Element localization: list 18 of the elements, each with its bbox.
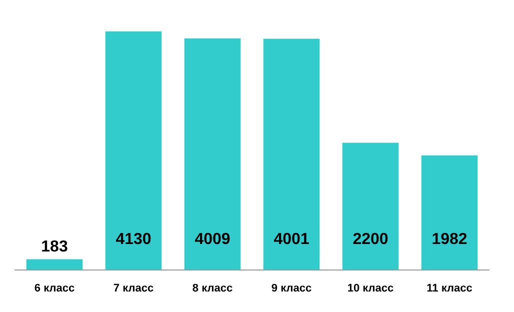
bar <box>342 142 399 270</box>
x-tick-label: 6 класс <box>34 282 75 294</box>
x-tick-label: 11 класс <box>426 282 472 294</box>
data-label: 1982 <box>432 231 468 248</box>
bar <box>263 38 320 270</box>
bar <box>26 259 83 270</box>
data-label: 4001 <box>274 231 310 248</box>
data-label: 4009 <box>194 231 230 248</box>
x-tick-label: 8 класс <box>192 282 233 294</box>
x-tick-label: 7 класс <box>113 282 154 294</box>
bar <box>421 155 478 270</box>
x-tick-label: 10 класс <box>347 282 394 294</box>
data-label: 2200 <box>352 231 388 248</box>
data-label: 183 <box>41 238 68 256</box>
bar <box>105 31 162 270</box>
x-tick-label: 9 класс <box>271 282 312 294</box>
bar <box>184 38 241 270</box>
data-label: 4130 <box>116 231 152 248</box>
